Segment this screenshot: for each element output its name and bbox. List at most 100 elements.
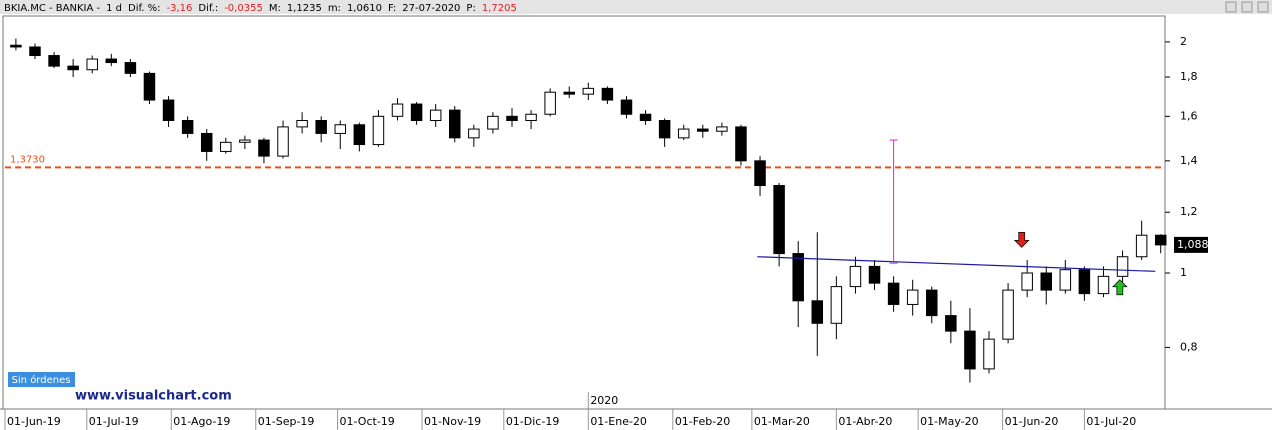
candle-body xyxy=(792,253,804,302)
y-tick-label: 2 xyxy=(1180,35,1187,48)
candle-body xyxy=(1154,234,1167,246)
candle-body xyxy=(29,46,41,57)
trendline xyxy=(757,256,1156,272)
candle-body xyxy=(277,126,289,157)
field-label: Dif.: xyxy=(198,3,218,14)
candle-body xyxy=(372,115,385,146)
y-tick-label: 0,8 xyxy=(1180,340,1198,353)
candle-body xyxy=(468,128,480,139)
field-label: M: xyxy=(269,3,281,14)
field-value: 27-07-2020 xyxy=(402,3,460,14)
year-marker-label: 2020 xyxy=(590,394,618,407)
candle-body xyxy=(1078,269,1091,295)
candle-body xyxy=(391,103,404,117)
x-tick-label: 01-Nov-19 xyxy=(424,415,481,428)
candle-body xyxy=(105,58,118,64)
period: 1 d xyxy=(106,3,122,14)
candle-body xyxy=(658,120,671,139)
candle-body xyxy=(735,126,747,162)
x-tick-label: 01-Ene-20 xyxy=(590,415,647,428)
candle-body xyxy=(487,115,499,130)
candle-body xyxy=(887,282,900,305)
x-tick-label: 01-Jun-19 xyxy=(7,415,61,428)
field-label: P: xyxy=(466,3,475,14)
field-value: 1,7205 xyxy=(482,3,517,14)
field-label: F: xyxy=(388,3,396,14)
candle-body xyxy=(773,185,785,255)
candle-body xyxy=(1059,269,1072,291)
y-tick-label: 1,2 xyxy=(1180,205,1198,218)
candle-body xyxy=(964,330,976,370)
x-tick-label: 01-May-20 xyxy=(920,415,978,428)
field-label: m: xyxy=(328,3,341,14)
x-tick-label: 01-Feb-20 xyxy=(675,415,730,428)
candle-body xyxy=(334,124,347,134)
candle-body xyxy=(849,265,862,288)
y-tick-label: 1 xyxy=(1180,266,1187,279)
x-tick-label: 01-Dic-19 xyxy=(506,415,560,428)
field-value: 1,1235 xyxy=(287,3,322,14)
candle-body xyxy=(677,128,690,139)
candle-body xyxy=(410,103,423,122)
candle-body xyxy=(525,113,537,122)
field-label: Dif. %: xyxy=(128,3,161,14)
symbol: BKIA.MC - BANKIA - xyxy=(4,3,100,14)
x-tick-label: 01-Ago-19 xyxy=(173,415,230,428)
x-tick-label: 01-Mar-20 xyxy=(754,415,810,428)
candle-body xyxy=(906,289,919,305)
last-price-label: 1,088 xyxy=(1177,238,1209,251)
candle-body xyxy=(296,120,308,128)
candle-body xyxy=(1040,272,1052,291)
candle-body xyxy=(10,44,22,48)
orders-button[interactable] xyxy=(8,372,75,387)
signal-arrow xyxy=(1013,231,1030,248)
candle-body xyxy=(181,120,194,134)
candle-body xyxy=(258,139,270,157)
candle-body xyxy=(716,126,728,132)
candle-body xyxy=(315,120,327,134)
level-label: 1,3730 xyxy=(10,154,45,165)
candle-body xyxy=(544,91,556,115)
candle-body xyxy=(868,265,881,284)
candle-body xyxy=(1097,275,1110,295)
watermark: www.visualchart.com xyxy=(75,389,232,404)
candle-body xyxy=(143,72,156,101)
candle-body xyxy=(124,62,137,74)
candle-body xyxy=(926,289,938,317)
candle-body xyxy=(506,115,518,122)
candle-body xyxy=(1002,289,1014,340)
candle-body xyxy=(353,124,366,146)
candle-body xyxy=(67,65,79,71)
orders-button-label[interactable]: Sin órdenes xyxy=(12,374,71,386)
field-value: 1,0610 xyxy=(347,3,382,14)
signal-arrow xyxy=(1111,279,1128,296)
candle-body xyxy=(1116,256,1129,277)
candle-body xyxy=(200,132,213,152)
last-price-box xyxy=(1174,236,1208,253)
x-tick-label: 01-Jul-20 xyxy=(1086,415,1136,428)
candle-body xyxy=(601,87,614,101)
candle-body xyxy=(639,113,652,122)
candle-body xyxy=(429,109,442,122)
candle-body xyxy=(945,315,957,332)
x-tick-label: 01-Jul-19 xyxy=(89,415,139,428)
header: BKIA.MC - BANKIA - 1 d Dif. %: -3,16 Dif.: -0… xyxy=(4,3,517,14)
close-button[interactable] xyxy=(1257,1,1269,13)
y-tick-label: 1,4 xyxy=(1180,154,1198,167)
candle-body xyxy=(1135,234,1148,258)
candle-body xyxy=(983,338,995,370)
y-tick-label: 1,8 xyxy=(1180,70,1198,83)
candle-body xyxy=(697,128,709,132)
field-value: -3,16 xyxy=(167,3,193,14)
candle-body xyxy=(563,91,575,95)
candle-body xyxy=(220,141,232,152)
candle-body xyxy=(86,58,98,71)
candle-body xyxy=(582,87,595,95)
minimize-button[interactable] xyxy=(1225,1,1237,13)
x-tick-label: 01-Oct-19 xyxy=(340,415,395,428)
candle-body xyxy=(162,99,175,122)
header-bar xyxy=(0,0,1272,14)
maximize-button[interactable] xyxy=(1241,1,1253,13)
